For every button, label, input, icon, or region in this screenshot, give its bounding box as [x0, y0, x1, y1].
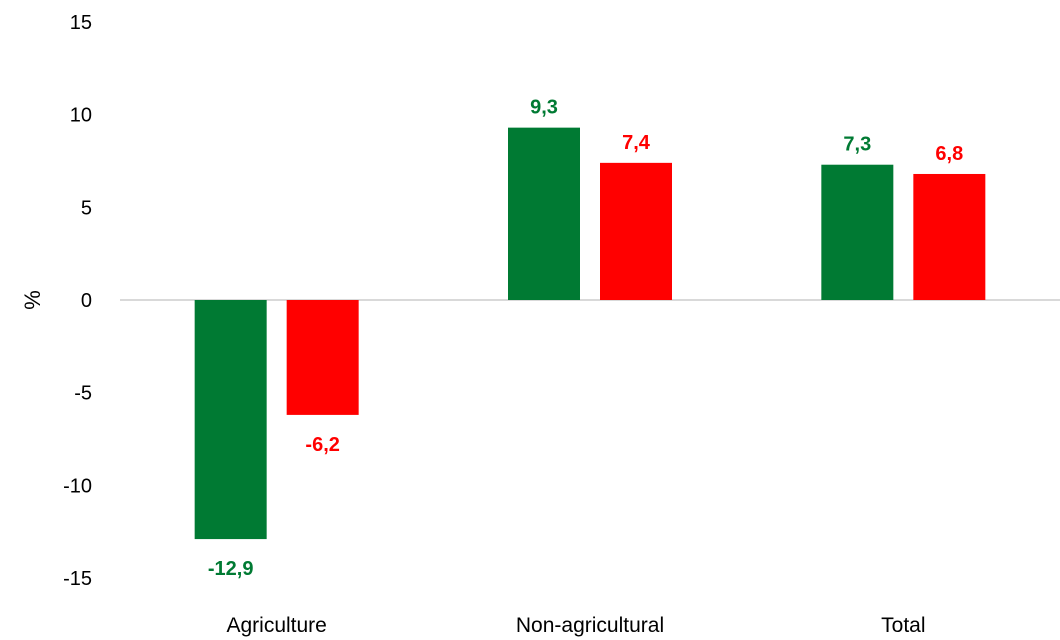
category-label: Non-agricultural — [516, 614, 664, 637]
bar — [508, 127, 580, 300]
category-labels: Agriculture Non-agricultural Total — [226, 614, 925, 637]
data-label: -6,2 — [305, 434, 339, 456]
y-tick-label: 15 — [70, 12, 92, 34]
y-tick-label: 10 — [70, 105, 92, 127]
data-labels: -12,9 -6,2 9,3 7,4 7,3 6,8 — [208, 97, 963, 580]
data-label: -12,9 — [208, 558, 254, 580]
y-tick-label: 5 — [81, 197, 92, 219]
bar — [286, 300, 359, 415]
y-tick-label: 0 — [81, 290, 92, 312]
data-label: 6,8 — [935, 143, 963, 165]
data-label: 7,3 — [843, 134, 871, 156]
data-label: 9,3 — [530, 97, 558, 119]
y-axis-title: % — [20, 290, 45, 310]
data-label: 7,4 — [622, 132, 651, 154]
y-tick-label: -5 — [74, 383, 92, 405]
y-tick-label: -15 — [63, 568, 92, 590]
category-label: Agriculture — [226, 614, 326, 637]
bar — [194, 300, 267, 540]
y-axis-ticks: 15 10 5 0 -5 -10 -15 — [63, 12, 92, 590]
bar — [913, 173, 986, 300]
category-label: Total — [881, 614, 925, 637]
y-tick-label: -10 — [63, 475, 92, 497]
bars — [194, 127, 986, 540]
bar — [821, 164, 894, 300]
bar — [600, 162, 672, 300]
